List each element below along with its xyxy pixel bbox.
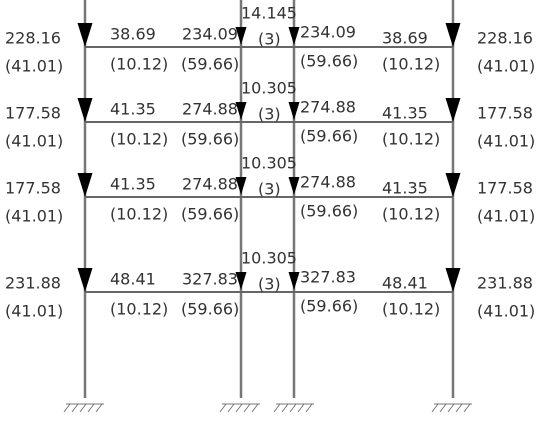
load-label: 274.88	[300, 173, 356, 192]
load-label: (41.01)	[477, 57, 535, 76]
load-label: 48.41	[110, 270, 156, 289]
load-label: (41.01)	[5, 132, 63, 151]
load-label: (59.66)	[300, 127, 358, 146]
supports	[63, 403, 472, 413]
load-label: 10.305	[241, 79, 297, 98]
load-label: 177.58	[5, 179, 61, 198]
load-label: (41.01)	[5, 57, 63, 76]
load-label: (59.66)	[300, 297, 358, 316]
load-arrow	[235, 272, 247, 290]
load-label: 38.69	[110, 25, 156, 44]
load-label: 327.83	[182, 270, 238, 289]
load-label: (41.01)	[5, 302, 63, 321]
load-arrow	[445, 173, 461, 197]
support-hatch	[431, 403, 472, 413]
load-label: 274.88	[182, 100, 238, 119]
load-arrow	[288, 27, 300, 45]
load-label: (10.12)	[382, 205, 440, 224]
load-label: (10.12)	[110, 130, 168, 149]
load-label: (59.66)	[181, 55, 239, 74]
load-label: (59.66)	[181, 300, 239, 319]
load-label: (41.01)	[477, 132, 535, 151]
support-hatch	[273, 403, 314, 413]
load-arrow	[235, 102, 247, 120]
load-label: (59.66)	[300, 52, 358, 71]
load-label: 14.145	[241, 4, 297, 23]
load-label: (3)	[258, 275, 281, 294]
load-label: 38.69	[382, 29, 428, 48]
load-label: (59.66)	[300, 202, 358, 221]
load-label: (10.12)	[110, 55, 168, 74]
load-label: 48.41	[382, 274, 428, 293]
columns	[83, 0, 455, 398]
load-label: (10.12)	[382, 55, 440, 74]
load-arrow	[288, 272, 300, 290]
load-label: 234.09	[182, 25, 238, 44]
load-label: 41.35	[382, 104, 428, 123]
support-hatch	[63, 403, 104, 413]
load-label: 177.58	[477, 179, 533, 198]
load-label: (3)	[258, 30, 281, 49]
load-label: 177.58	[5, 104, 61, 123]
load-label: (3)	[258, 180, 281, 199]
load-arrow	[77, 268, 93, 292]
load-label: 10.305	[241, 249, 297, 268]
load-label: 41.35	[110, 175, 156, 194]
load-label: (10.12)	[382, 300, 440, 319]
load-arrow	[445, 98, 461, 122]
load-arrow	[235, 177, 247, 195]
support-hatch	[219, 403, 260, 413]
load-arrow	[77, 173, 93, 197]
load-arrow	[445, 268, 461, 292]
load-label: 228.16	[477, 29, 533, 48]
load-label: 41.35	[382, 179, 428, 198]
load-label: (59.66)	[181, 130, 239, 149]
load-label: (41.01)	[477, 207, 535, 226]
load-label: (10.12)	[382, 130, 440, 149]
load-arrow	[288, 177, 300, 195]
load-label: (41.01)	[477, 302, 535, 321]
load-label: 274.88	[182, 175, 238, 194]
load-label: 10.305	[241, 154, 297, 173]
load-label: (59.66)	[181, 205, 239, 224]
load-label: 228.16	[5, 29, 61, 48]
load-arrow	[235, 27, 247, 45]
load-label: (3)	[258, 105, 281, 124]
load-arrow	[445, 23, 461, 47]
load-label: 274.88	[300, 98, 356, 117]
load-label: 234.09	[300, 23, 356, 42]
load-label: 41.35	[110, 100, 156, 119]
load-label: 327.83	[300, 268, 356, 287]
load-label: 177.58	[477, 104, 533, 123]
load-arrow	[77, 23, 93, 47]
load-label: (10.12)	[110, 300, 168, 319]
load-arrow	[288, 102, 300, 120]
load-label: (10.12)	[110, 205, 168, 224]
load-arrow	[77, 98, 93, 122]
load-label: 231.88	[5, 274, 61, 293]
load-label: (41.01)	[5, 207, 63, 226]
load-label: 231.88	[477, 274, 533, 293]
